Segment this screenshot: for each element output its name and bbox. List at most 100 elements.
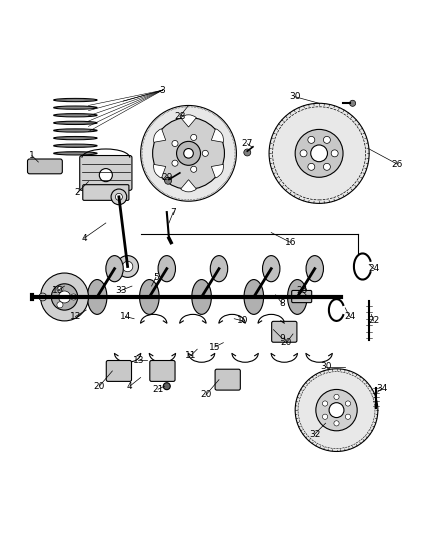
Ellipse shape [87,279,107,314]
FancyBboxPatch shape [80,156,132,190]
Wedge shape [154,164,166,178]
Text: 3: 3 [159,86,165,95]
Circle shape [163,383,170,390]
Ellipse shape [56,152,95,155]
FancyBboxPatch shape [272,321,297,342]
Circle shape [111,189,127,205]
Wedge shape [154,129,166,142]
Circle shape [350,100,356,107]
Wedge shape [212,129,223,142]
Circle shape [122,261,133,272]
Ellipse shape [56,130,95,132]
Text: 21: 21 [152,385,164,394]
Text: 29: 29 [161,173,173,182]
Circle shape [244,149,251,156]
Text: 9: 9 [279,334,285,343]
Ellipse shape [106,256,123,282]
Circle shape [116,193,122,200]
Circle shape [57,302,63,308]
Text: 1: 1 [29,151,35,160]
Text: 4: 4 [81,233,87,243]
Circle shape [295,369,378,451]
Circle shape [323,136,330,143]
Circle shape [334,421,339,426]
Text: 14: 14 [120,312,131,321]
Circle shape [191,134,197,141]
Text: 5: 5 [153,273,159,282]
Text: 24: 24 [344,312,355,321]
Circle shape [177,141,201,165]
Text: 8: 8 [279,299,285,308]
Circle shape [57,286,63,292]
Ellipse shape [288,279,307,314]
Circle shape [172,160,178,166]
Text: 28: 28 [174,112,186,121]
Ellipse shape [192,279,212,314]
Text: 22: 22 [368,317,379,326]
Ellipse shape [56,107,95,109]
Text: 20: 20 [200,390,212,399]
Text: 30: 30 [320,362,332,371]
Ellipse shape [140,279,159,314]
Circle shape [59,291,71,303]
FancyBboxPatch shape [292,290,312,303]
Ellipse shape [244,279,264,314]
Circle shape [165,177,172,184]
FancyBboxPatch shape [83,184,129,200]
Circle shape [322,414,328,419]
Circle shape [316,390,357,431]
Circle shape [334,394,339,400]
Wedge shape [181,115,196,127]
Text: 20: 20 [94,382,105,391]
Circle shape [51,284,78,310]
Text: 33: 33 [115,286,127,295]
Text: 27: 27 [242,139,253,148]
Ellipse shape [158,256,176,282]
Text: 30: 30 [290,92,301,101]
Ellipse shape [210,256,228,282]
Circle shape [117,256,138,277]
Circle shape [39,293,47,301]
Text: 20: 20 [281,338,292,347]
Ellipse shape [56,144,95,147]
FancyBboxPatch shape [28,159,62,174]
Circle shape [191,166,197,172]
Circle shape [308,163,315,171]
Circle shape [152,117,224,189]
Circle shape [71,294,77,300]
Text: 25: 25 [296,286,307,295]
Text: 32: 32 [309,430,321,439]
Wedge shape [212,164,223,178]
Circle shape [41,273,88,321]
FancyBboxPatch shape [150,360,175,382]
Circle shape [295,130,343,177]
Circle shape [308,136,315,143]
Circle shape [322,401,328,406]
Ellipse shape [56,99,95,101]
Text: 15: 15 [209,343,220,352]
Text: 19: 19 [52,286,64,295]
Ellipse shape [306,256,323,282]
Ellipse shape [262,256,280,282]
Text: 10: 10 [237,317,249,326]
FancyBboxPatch shape [106,360,131,382]
Wedge shape [181,180,196,192]
Ellipse shape [56,114,95,116]
Circle shape [331,150,338,157]
Circle shape [269,103,369,204]
Circle shape [172,141,178,147]
Circle shape [311,145,328,161]
Text: 34: 34 [377,384,388,393]
Circle shape [184,149,193,158]
Text: 26: 26 [392,160,403,169]
Text: 4: 4 [127,382,133,391]
Circle shape [345,401,350,406]
FancyBboxPatch shape [215,369,240,390]
Ellipse shape [56,137,95,139]
Text: 7: 7 [170,207,176,216]
Circle shape [345,414,350,419]
Circle shape [300,150,307,157]
Circle shape [202,150,208,156]
Circle shape [141,106,237,201]
Text: 11: 11 [185,351,197,360]
